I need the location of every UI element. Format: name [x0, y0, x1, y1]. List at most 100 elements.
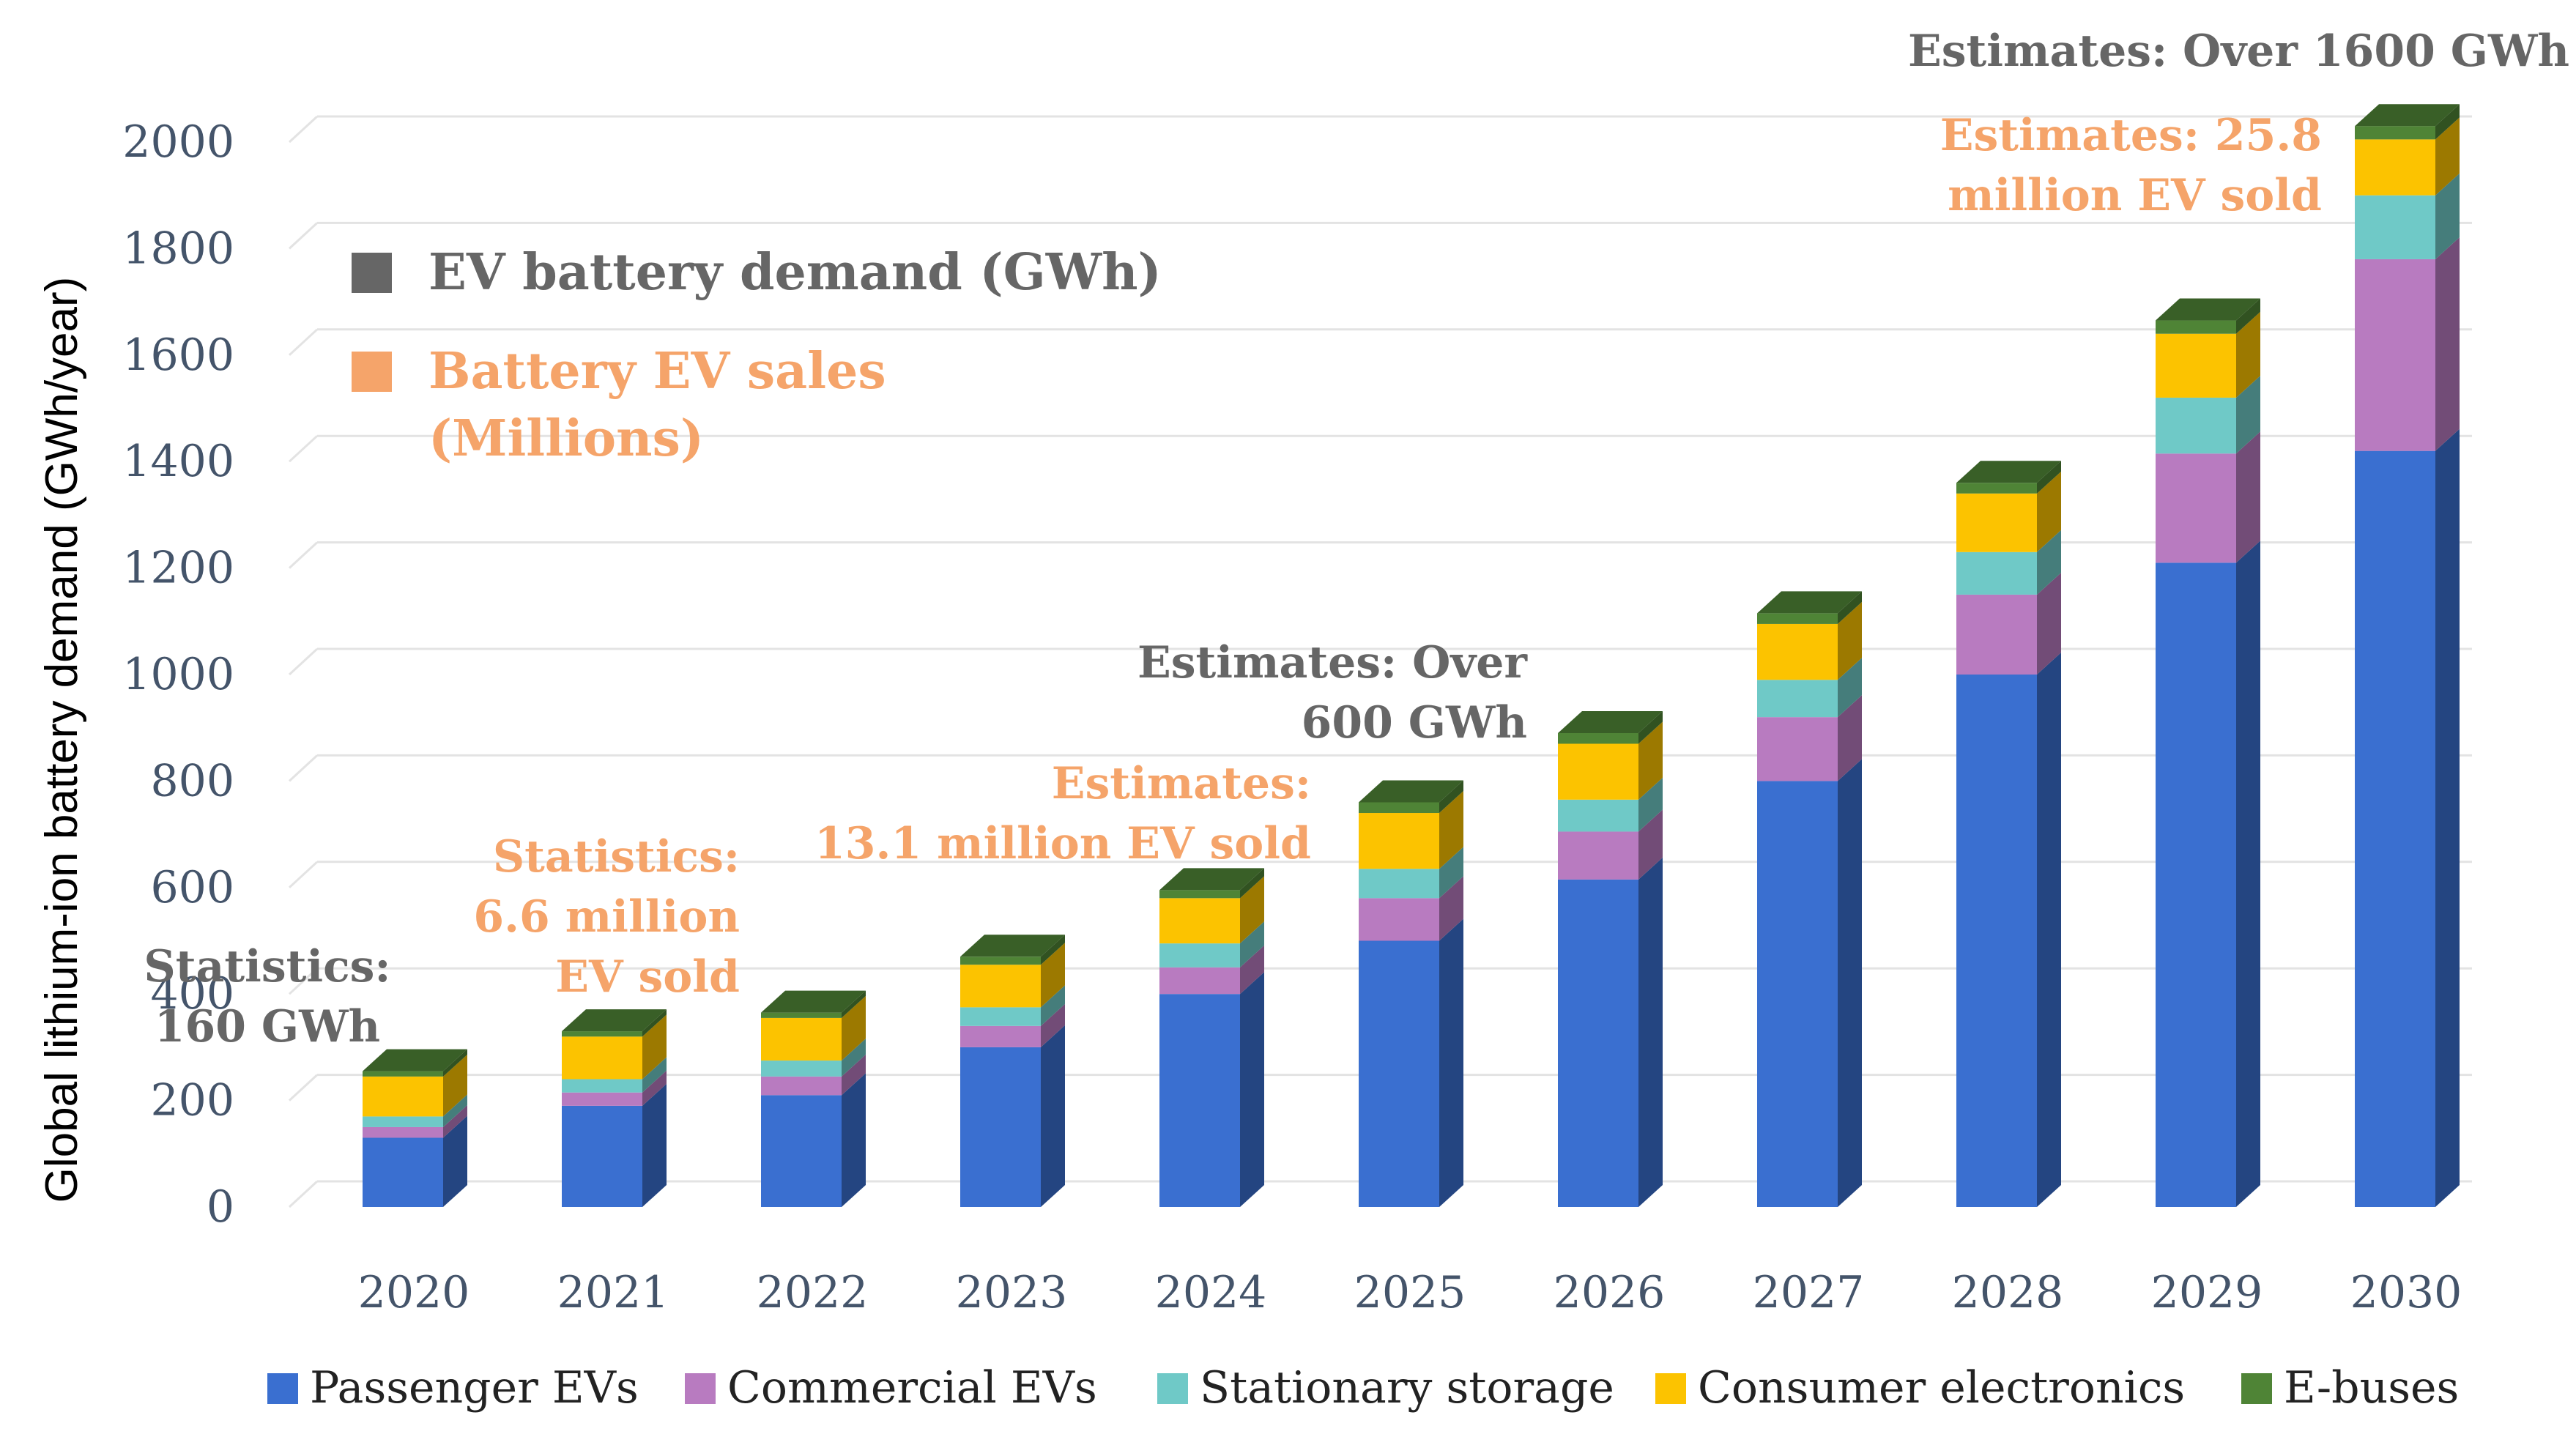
bar-stack-2022 — [761, 990, 866, 1207]
bar-stationary-storage-2026-side — [1638, 777, 1663, 832]
bar-e-buses-2030-side — [2435, 104, 2460, 140]
bar-top-2024 — [1159, 868, 1264, 891]
bar-consumer-electronics-2022 — [761, 1017, 842, 1061]
inset-legend-label: EV battery demand (GWh) — [428, 243, 1162, 302]
legend-swatch — [2241, 1373, 2272, 1404]
y-tick-label: 1600 — [122, 330, 234, 381]
x-tick-label-2027: 2027 — [1753, 1267, 1865, 1318]
x-tick-label-2030: 2030 — [2350, 1267, 2462, 1318]
bar-commercial-evs-2021 — [562, 1092, 642, 1106]
bar-commercial-evs-2027 — [1757, 717, 1838, 781]
annotations: Statistics: 160 GWh Statistics: 6.6 million… — [144, 26, 2569, 1052]
bar-e-buses-2029-side — [2236, 298, 2260, 334]
bar-e-buses-2030 — [2355, 126, 2435, 140]
bar-commercial-evs-2024 — [1159, 967, 1240, 995]
bar-e-buses-2021-side — [642, 1009, 667, 1037]
bar-top-2029 — [2156, 298, 2260, 321]
bar-consumer-electronics-2023 — [960, 965, 1041, 1008]
x-tick-label-2029: 2029 — [2151, 1267, 2263, 1318]
bar-stationary-storage-2022-side — [842, 1039, 866, 1077]
legend-item-commercial-evs: Commercial EVs — [685, 1362, 1097, 1414]
bar-top-2027 — [1757, 591, 1862, 614]
y-tick-label: 2000 — [122, 116, 234, 168]
y-tick-label: 0 — [207, 1181, 234, 1233]
bar-e-buses-2023 — [960, 956, 1041, 965]
bar-stack-2021 — [562, 1009, 667, 1207]
y-axis-ticks: 0 200 400 600 800 1000 1200 1400 1600 1800 2000 — [122, 116, 234, 1233]
inset-legend-swatch — [352, 352, 392, 392]
bar-stationary-storage-2027 — [1757, 680, 1838, 718]
gridline-diag — [288, 861, 319, 888]
bar-commercial-evs-2020 — [363, 1126, 443, 1138]
bar-e-buses-2020-side — [443, 1049, 467, 1077]
bar-commercial-evs-2023-side — [1041, 1003, 1065, 1047]
bar-top-2030 — [2355, 104, 2460, 127]
bar-stationary-storage-2029-side — [2236, 375, 2260, 454]
bar-top-2022 — [761, 990, 866, 1013]
bar-e-buses-2028 — [1956, 483, 2037, 494]
bar-consumer-electronics-2023-side — [1041, 943, 1065, 1008]
bar-commercial-evs-2025 — [1359, 898, 1439, 941]
bar-consumer-electronics-2030 — [2355, 139, 2435, 196]
annotation-line: 13.1 million EV sold — [814, 818, 1311, 869]
bar-stationary-storage-2027-side — [1838, 658, 1862, 718]
x-tick-label-2025: 2025 — [1354, 1267, 1466, 1318]
gridline-diag — [288, 435, 319, 463]
bar-e-buses-2020 — [363, 1071, 443, 1077]
bar-stationary-storage-2020-side — [443, 1094, 467, 1127]
annotation-line: EV sold — [555, 951, 740, 1003]
bar-consumer-electronics-2026 — [1558, 743, 1638, 800]
annotation-line: Statistics: — [493, 831, 740, 883]
y-tick-label: 800 — [150, 755, 234, 806]
legend-label: E-buses — [2284, 1362, 2459, 1414]
bar-e-buses-2022-side — [842, 990, 866, 1018]
bar-stationary-storage-2029 — [2156, 397, 2236, 454]
bar-top-2021 — [562, 1009, 667, 1032]
bar-stationary-storage-2022 — [761, 1060, 842, 1077]
bar-top-2023 — [960, 935, 1065, 957]
annotation-line: Statistics: — [144, 941, 390, 992]
bar-stack-2025 — [1359, 780, 1463, 1207]
bar-commercial-evs-2028-side — [2037, 572, 2061, 675]
bar-e-buses-2023-side — [1041, 935, 1065, 965]
inset-legend-swatch — [352, 253, 392, 293]
legend-item-e-buses: E-buses — [2241, 1362, 2459, 1414]
bar-consumer-electronics-2028 — [1956, 493, 2037, 552]
y-tick-label: 400 — [150, 968, 234, 1019]
bar-stationary-storage-2021 — [562, 1079, 642, 1093]
annotation-2030: Estimates: Over 1600 GWh — [1908, 26, 2569, 77]
bar-stationary-storage-2021-side — [642, 1057, 667, 1093]
gridline-diag — [288, 1180, 319, 1208]
x-tick-label-2023: 2023 — [956, 1267, 1068, 1318]
bar-consumer-electronics-2021 — [562, 1036, 642, 1080]
bar-e-buses-2029 — [2156, 320, 2236, 334]
inset-legend-line: Battery EV sales — [428, 342, 886, 401]
bar-consumer-electronics-2020 — [363, 1076, 443, 1117]
bar-e-buses-2027 — [1757, 613, 1838, 624]
y-tick-label: 1000 — [122, 649, 234, 700]
bar-consumer-electronics-2022-side — [842, 995, 866, 1061]
bar-commercial-evs-2021-side — [642, 1070, 667, 1106]
bar-passenger-evs-2027-side — [1838, 759, 1862, 1207]
gridline-diag — [288, 1074, 319, 1102]
bar-top-2026 — [1558, 710, 1663, 733]
bar-consumer-electronics-2024 — [1159, 898, 1240, 944]
bar-stack-2028 — [1956, 461, 2061, 1207]
inset-legend-label: Battery EV sales (Millions) — [428, 342, 886, 468]
bars — [363, 104, 2460, 1208]
bar-commercial-evs-2030 — [2355, 259, 2435, 451]
bar-stack-2024 — [1159, 868, 1264, 1207]
bar-commercial-evs-2028 — [1956, 594, 2037, 675]
gridline-diag — [288, 754, 319, 782]
bar-consumer-electronics-2026-side — [1638, 721, 1663, 800]
annotation-line: million EV sold — [1948, 170, 2322, 221]
annotation-2025: Estimates: Over 600 GWh — [1137, 637, 1528, 748]
y-tick-label: 1800 — [122, 223, 234, 274]
legend-label: Stationary storage — [1200, 1362, 1614, 1414]
bar-passenger-evs-2029 — [2156, 562, 2236, 1207]
bar-consumer-electronics-2028-side — [2037, 471, 2061, 552]
x-tick-label-2028: 2028 — [1952, 1267, 2064, 1318]
bar-passenger-evs-2029-side — [2236, 541, 2260, 1207]
bar-stack-2023 — [960, 935, 1065, 1207]
